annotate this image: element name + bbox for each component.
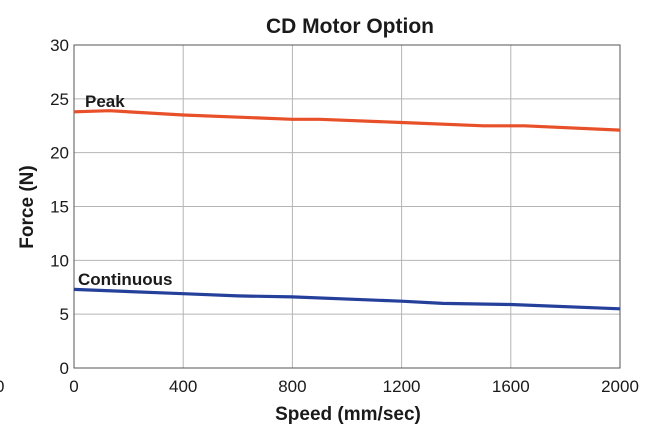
y-axis-label: Force (N) [17, 165, 38, 248]
plot-frame [73, 44, 621, 369]
series-layer [73, 109, 621, 311]
tick-layer: 0 400 800 1200 1600 2000 0 5 10 15 20 25 30 [50, 36, 639, 396]
x-tick-label: 0 [69, 377, 78, 396]
y-tick-label: 30 [50, 36, 69, 55]
x-tick-label: 2000 [601, 377, 639, 396]
stray-x-tick-label: 0 [0, 377, 4, 396]
x-axis-label: Speed (mm/sec) [275, 404, 421, 425]
grid-layer [74, 45, 620, 368]
series-label-peak: Peak [85, 92, 125, 111]
x-tick-label: 800 [278, 377, 306, 396]
series-line-continuous [73, 287, 621, 311]
chart-title: CD Motor Option [266, 15, 434, 38]
y-tick-label: 20 [50, 144, 69, 163]
x-tick-label: 1600 [492, 377, 530, 396]
y-tick-label: 10 [50, 251, 69, 270]
x-tick-label: 1200 [383, 377, 421, 396]
y-tick-label: 15 [50, 198, 69, 217]
y-tick-label: 0 [60, 359, 69, 378]
x-tick-label: 400 [169, 377, 197, 396]
series-line-peak [73, 109, 621, 132]
y-tick-label: 5 [60, 305, 69, 324]
y-tick-label: 25 [50, 90, 69, 109]
series-label-continuous: Continuous [78, 270, 172, 289]
